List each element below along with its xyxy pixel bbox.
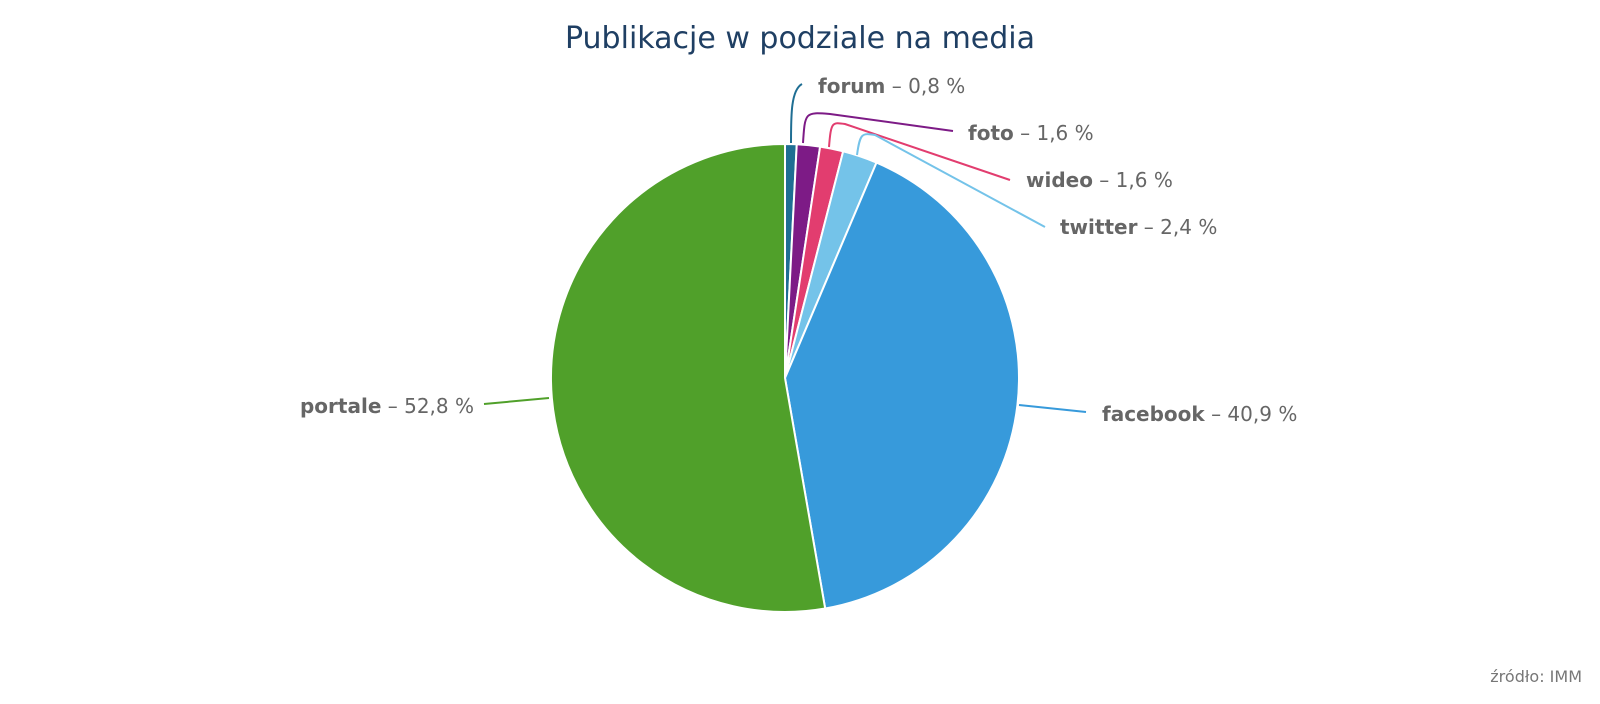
data-label-value-portale: – 52,8 % — [381, 394, 474, 418]
connector-forum — [790, 83, 803, 144]
pie-slice-facebook[interactable] — [784, 161, 1020, 610]
chart-title: Publikacje w podziale na media — [565, 21, 1035, 56]
connector-foto — [802, 112, 954, 144]
data-label-name-facebook: facebook — [1102, 402, 1205, 426]
labels-layer: forum – 0,8 %foto – 1,6 %wideo – 1,6 %tw… — [300, 74, 1297, 426]
data-label-name-portale: portale — [300, 394, 381, 418]
data-label-forum: forum – 0,8 % — [818, 74, 965, 98]
connector-portale — [483, 397, 550, 405]
data-label-value-wideo: – 1,6 % — [1093, 168, 1173, 192]
connector-facebook — [1018, 404, 1087, 413]
data-label-facebook: facebook – 40,9 % — [1102, 402, 1297, 426]
data-label-value-twitter: – 2,4 % — [1137, 215, 1217, 239]
data-label-foto: foto – 1,6 % — [968, 121, 1094, 145]
connector-twitter — [856, 133, 1046, 228]
data-label-name-forum: forum — [818, 74, 885, 98]
data-label-name-twitter: twitter — [1060, 215, 1138, 239]
connector-wideo — [828, 122, 1011, 181]
data-label-value-foto: – 1,6 % — [1014, 121, 1094, 145]
data-label-value-facebook: – 40,9 % — [1205, 402, 1298, 426]
data-label-value-forum: – 0,8 % — [885, 74, 965, 98]
connectors-layer — [483, 83, 1087, 413]
slices-layer — [549, 142, 1020, 613]
data-label-wideo: wideo – 1,6 % — [1026, 168, 1173, 192]
pie-slice-portale[interactable] — [549, 143, 827, 613]
data-label-twitter: twitter – 2,4 % — [1060, 215, 1217, 239]
data-label-name-wideo: wideo — [1026, 168, 1093, 192]
data-label-name-foto: foto — [968, 121, 1014, 145]
source-label: źródło: IMM — [1490, 667, 1582, 686]
data-label-portale: portale – 52,8 % — [300, 394, 474, 418]
